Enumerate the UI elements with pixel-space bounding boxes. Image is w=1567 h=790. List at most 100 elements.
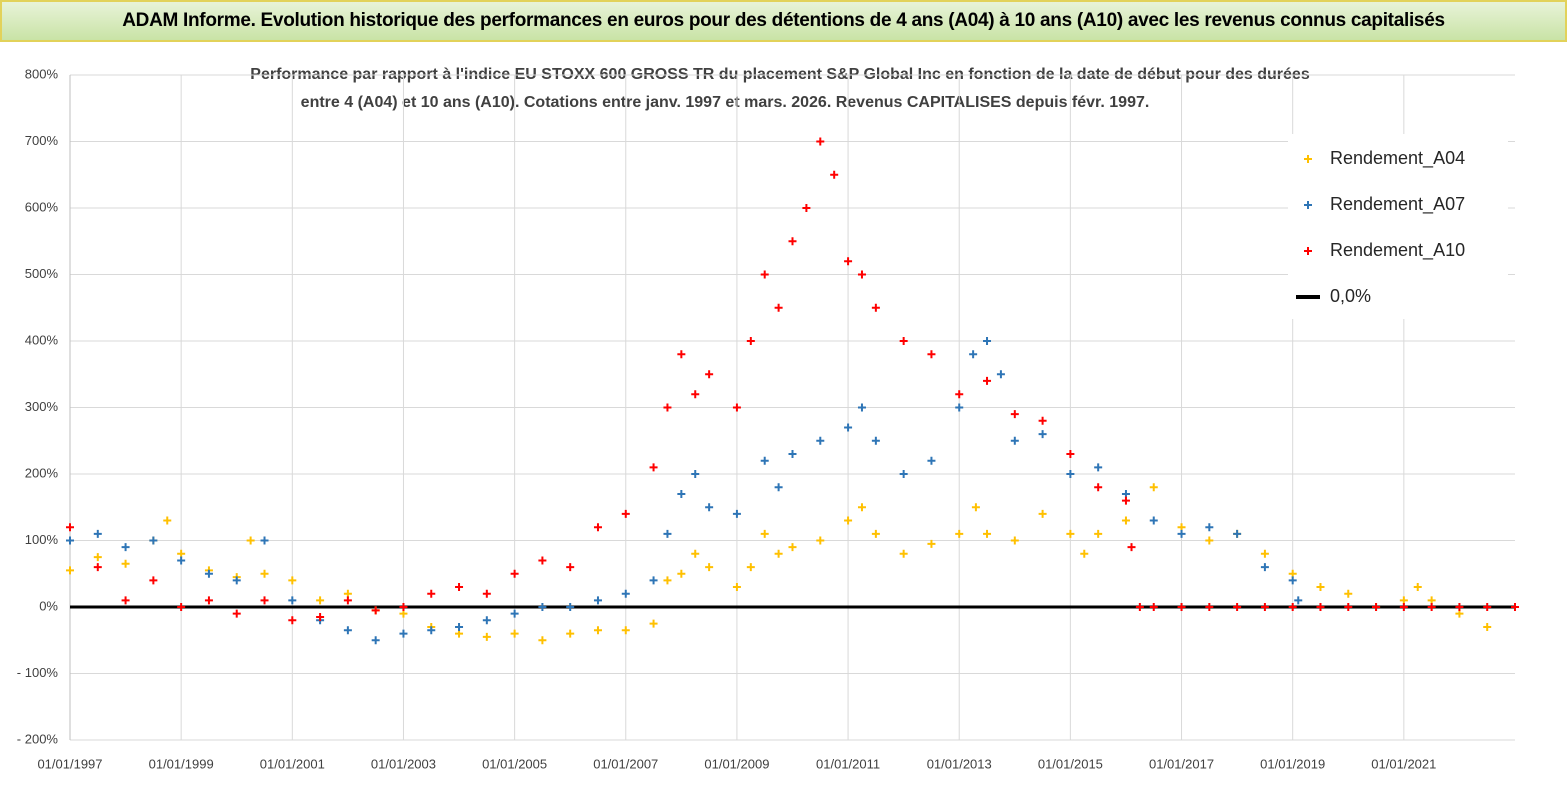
legend-label: Rendement_A04 <box>1330 148 1465 169</box>
point <box>1121 516 1130 525</box>
legend-label: Rendement_A07 <box>1330 194 1465 215</box>
point <box>1316 603 1325 611</box>
point <box>899 337 908 345</box>
point <box>93 529 102 538</box>
point <box>1483 622 1492 631</box>
point <box>593 523 602 532</box>
x-tick-label: 01/01/2001 <box>260 756 325 771</box>
point <box>621 589 630 598</box>
point <box>149 536 158 545</box>
point <box>857 270 866 279</box>
point <box>288 596 297 605</box>
point <box>1038 416 1047 425</box>
point <box>955 390 964 399</box>
point <box>844 516 853 525</box>
point <box>927 539 936 548</box>
point <box>663 576 672 585</box>
point <box>1372 603 1381 611</box>
point <box>1066 529 1075 538</box>
x-tick-label: 01/01/2013 <box>927 756 992 771</box>
point <box>830 170 839 179</box>
chart-title: ADAM Informe. Evolution historique des p… <box>122 10 1445 31</box>
point <box>1399 603 1408 611</box>
x-tick-label: 01/01/2011 <box>816 756 880 771</box>
point <box>1038 509 1047 518</box>
point <box>1121 496 1130 505</box>
point <box>788 450 797 459</box>
point <box>371 636 380 645</box>
point <box>760 529 769 538</box>
x-tick-label: 01/01/2009 <box>704 756 769 771</box>
point <box>510 569 519 578</box>
point <box>1149 516 1158 525</box>
point <box>983 376 992 385</box>
point <box>93 553 102 562</box>
point <box>260 536 269 545</box>
point <box>1316 583 1325 592</box>
point <box>593 626 602 635</box>
point <box>857 503 866 512</box>
point <box>260 596 269 605</box>
x-tick-label: 01/01/2021 <box>1371 756 1436 771</box>
point <box>1344 589 1353 598</box>
point <box>455 583 464 592</box>
point <box>482 616 491 625</box>
point <box>857 403 866 412</box>
y-tick-label: - 100% <box>17 665 59 680</box>
point <box>705 563 714 572</box>
legend-swatch <box>1304 155 1312 163</box>
point <box>93 563 102 572</box>
point <box>316 612 325 621</box>
point <box>1094 463 1103 472</box>
point <box>482 632 491 641</box>
point <box>343 626 352 635</box>
point <box>1511 603 1519 611</box>
point <box>1177 603 1186 611</box>
x-tick-label: 01/01/2007 <box>593 756 658 771</box>
point <box>316 596 325 605</box>
point <box>1135 603 1144 611</box>
point <box>1177 529 1186 538</box>
legend-label: 0,0% <box>1330 286 1371 306</box>
point <box>802 204 811 212</box>
y-tick-label: 200% <box>25 465 59 480</box>
point <box>899 549 908 558</box>
point <box>427 626 436 635</box>
point <box>844 257 853 266</box>
series <box>66 483 1492 645</box>
chart: Performance par rapport à l'indice EU ST… <box>17 66 1519 771</box>
point <box>983 337 992 345</box>
point <box>1094 529 1103 538</box>
point <box>732 583 741 592</box>
point <box>510 609 519 618</box>
y-tick-label: 400% <box>25 332 59 347</box>
series <box>66 337 1303 645</box>
legend-swatch <box>1304 247 1312 255</box>
point <box>1127 543 1136 552</box>
point <box>649 463 658 472</box>
point <box>816 137 825 146</box>
point <box>66 566 74 575</box>
point <box>1288 576 1297 585</box>
point <box>399 629 408 638</box>
point <box>971 503 980 512</box>
legend-swatch <box>1304 201 1312 209</box>
point <box>1010 536 1019 545</box>
x-tick-label: 01/01/2015 <box>1038 756 1103 771</box>
point <box>566 603 575 611</box>
point <box>691 470 700 478</box>
point <box>66 536 74 545</box>
y-tick-label: 300% <box>25 399 59 414</box>
point <box>566 563 575 572</box>
point <box>121 596 130 605</box>
point <box>899 470 908 478</box>
chart-subtitle: entre 4 (A04) et 10 ans (A10). Cotations… <box>301 94 1150 111</box>
point <box>288 576 297 585</box>
point <box>177 603 186 611</box>
point <box>121 543 130 552</box>
point <box>774 483 783 492</box>
point <box>232 576 241 585</box>
point <box>204 569 213 578</box>
point <box>1066 470 1075 478</box>
point <box>427 589 436 598</box>
